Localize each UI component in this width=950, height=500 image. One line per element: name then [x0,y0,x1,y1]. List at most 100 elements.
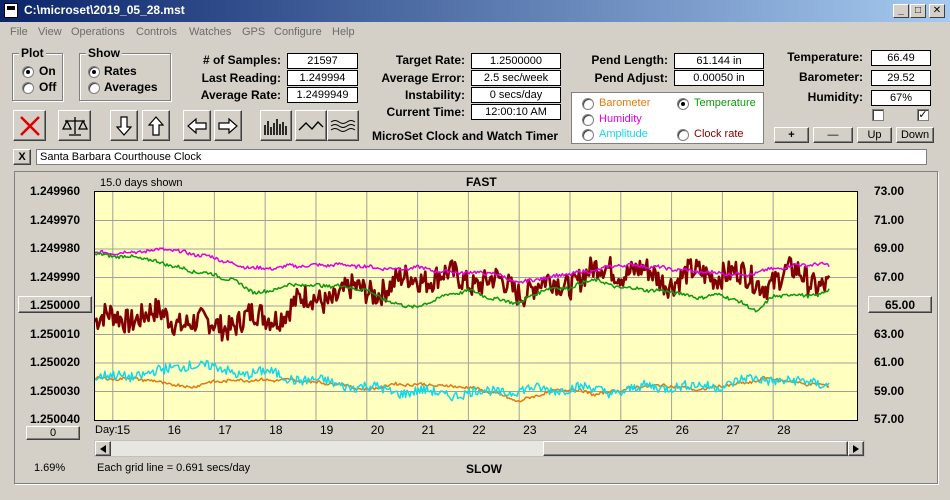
menu-gps[interactable]: GPS [242,26,266,38]
x-tick-label: 19 [319,423,334,437]
days-shown-label: 15.0 days shown [100,177,183,189]
x-tick-label: 25 [624,423,639,437]
sensor-temperature-label: Temperature [694,97,756,109]
average-error-field: 2.5 sec/week [471,70,561,86]
humidity-field: 67% [871,90,931,106]
wave-graph-button[interactable] [327,110,359,141]
x-tick-label: 22 [472,423,486,437]
arrow-up-icon [148,115,164,136]
x-tick-label: 20 [370,423,385,437]
line-graph-button[interactable] [295,110,327,141]
plot-off-radio[interactable] [22,82,34,94]
sensor-clock-rate-label: Clock rate [694,128,744,140]
left-tick-label: 1.250020 [30,355,81,369]
minus-button[interactable]: — [813,127,853,143]
right-tick-label: 57.00 [874,412,905,426]
samples-field: 21597 [287,53,358,69]
plot-on-radio[interactable] [22,66,34,78]
left-tick-label: 1.250030 [30,383,81,398]
bar-graph-button[interactable] [260,110,292,141]
stop-x-icon [19,115,40,136]
pend-adjust-field: 0.00050 in [674,70,764,86]
scroll-right-arrow[interactable] [848,441,864,456]
menu-watches[interactable]: Watches [189,26,232,38]
sensor-amplitude-radio[interactable] [582,129,594,141]
chart-frame [14,171,938,484]
maximize-button[interactable]: □ [910,4,926,18]
menu-view[interactable]: View [38,26,62,38]
center-sensor-button[interactable]: 65.00 [868,296,932,313]
rate-up-button[interactable] [142,110,170,141]
clear-name-button[interactable]: X [13,149,31,165]
x-tick-label: 27 [726,423,740,437]
humidity-label: Humidity: [807,90,863,104]
show-averages-radio[interactable] [88,82,100,94]
left-tick-label: 1.250040 [30,412,81,426]
x-tick-label: 24 [573,423,588,437]
arrow-down-icon [116,115,132,136]
sensor-amplitude-label: Amplitude [599,128,648,140]
checkbox-2[interactable]: ✓ [917,109,929,121]
triangle-left-icon [100,444,106,453]
series-line-clock-rate [95,256,831,342]
scroll-left-button[interactable] [183,110,211,141]
percent-label: 1.69% [34,462,66,474]
zero-button[interactable]: 0 [26,426,80,440]
scroll-thumb[interactable] [543,441,848,456]
checkbox-1[interactable] [872,109,884,121]
grid-note-label: Each grid line = 0.691 secs/day [97,462,251,474]
barometer-field: 29.52 [871,70,931,86]
minimize-button[interactable]: _ [893,4,909,18]
arrow-left-icon [187,117,207,134]
menu-controls[interactable]: Controls [136,26,177,38]
clock-name-input[interactable]: Santa Barbara Courthouse Clock [36,149,927,165]
sensor-temperature-radio[interactable] [677,98,689,110]
sensor-barometer-radio[interactable] [582,98,594,110]
fast-label: FAST [466,175,497,189]
show-group: Show Rates Averages [79,46,171,101]
sensor-humidity-label: Humidity [599,113,642,125]
triangle-right-icon [853,444,859,453]
sensor-clock-rate-radio[interactable] [677,129,689,141]
center-rate-button[interactable]: 1.250000 [18,296,92,313]
balance-button[interactable] [58,110,91,141]
bar-graph-icon [264,118,287,135]
average-rate-label: Average Rate: [200,88,281,102]
plot-svg [95,192,857,420]
up-button[interactable]: Up [857,127,892,143]
x-tick-label: 16 [167,423,181,437]
pend-length-field[interactable]: 61.144 in [674,53,764,69]
scroll-right-button[interactable] [214,110,242,141]
plot-group: Plot On Off [12,46,63,101]
last-reading-label: Last Reading: [201,71,281,85]
plus-button[interactable]: + [774,127,809,143]
left-tick-label: 1.249970 [30,212,81,227]
time-scrollbar[interactable] [94,440,865,457]
right-tick-label: 61.00 [874,355,905,369]
menu-file[interactable]: File [10,26,28,38]
series-line-humidity [95,247,830,284]
show-rates-radio[interactable] [88,66,100,78]
left-tick-label: 1.249960 [30,184,81,198]
app-caption: MicroSet Clock and Watch Timer [372,129,559,143]
down-button[interactable]: Down [896,127,934,143]
right-tick-label: 59.00 [874,383,905,398]
plot-group-title: Plot [19,46,46,60]
menu-configure[interactable]: Configure [274,26,322,38]
stop-button[interactable] [13,110,46,141]
window-title: C:\microset\2019_05_28.mst [24,3,185,17]
right-tick-label: 69.00 [874,241,905,255]
close-button[interactable]: ✕ [929,4,945,18]
target-rate-field[interactable]: 1.2500000 [471,53,561,69]
sensor-barometer-label: Barometer [599,97,651,109]
instability-field: 0 secs/day [471,87,561,103]
temperature-label: Temperature: [787,50,863,64]
rate-down-button[interactable] [110,110,138,141]
left-tick-label: 1.249990 [30,269,81,284]
samples-label: # of Samples: [202,53,281,67]
last-reading-field: 1.249994 [287,70,358,86]
scroll-left-arrow[interactable] [95,441,111,456]
menu-operations[interactable]: Operations [71,26,125,38]
sensor-humidity-radio[interactable] [582,114,594,126]
menu-help[interactable]: Help [332,26,355,38]
